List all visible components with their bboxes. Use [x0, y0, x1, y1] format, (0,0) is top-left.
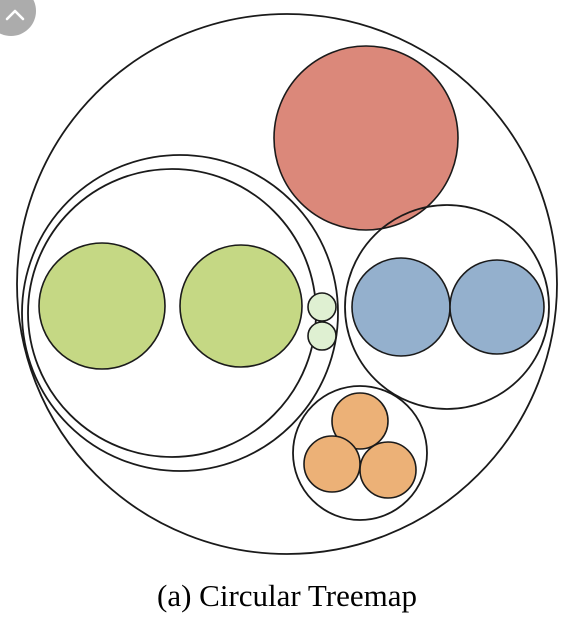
group-orange-circle — [292, 385, 428, 521]
leaf-orange-2-circle — [303, 435, 361, 493]
leaf-orange-1-circle — [331, 392, 389, 450]
leaf-light-green-1-circle — [307, 292, 337, 322]
figure-caption: (a) Circular Treemap — [157, 578, 417, 613]
leaf-blue-2-circle — [449, 259, 545, 355]
leaf-green-2-circle — [179, 244, 303, 368]
leaf-green-1-circle — [38, 242, 166, 370]
group-blue-circle — [344, 204, 550, 410]
leaf-orange-3-circle — [359, 441, 417, 499]
leaf-light-green-2-circle — [307, 321, 337, 351]
chevron-up-icon — [5, 9, 25, 21]
leaf-blue-1-circle — [351, 257, 451, 357]
root-circle — [16, 13, 558, 555]
leaf-red-circle — [273, 45, 459, 231]
circular-treemap-diagram — [16, 13, 558, 555]
group-green-circle — [21, 154, 339, 472]
